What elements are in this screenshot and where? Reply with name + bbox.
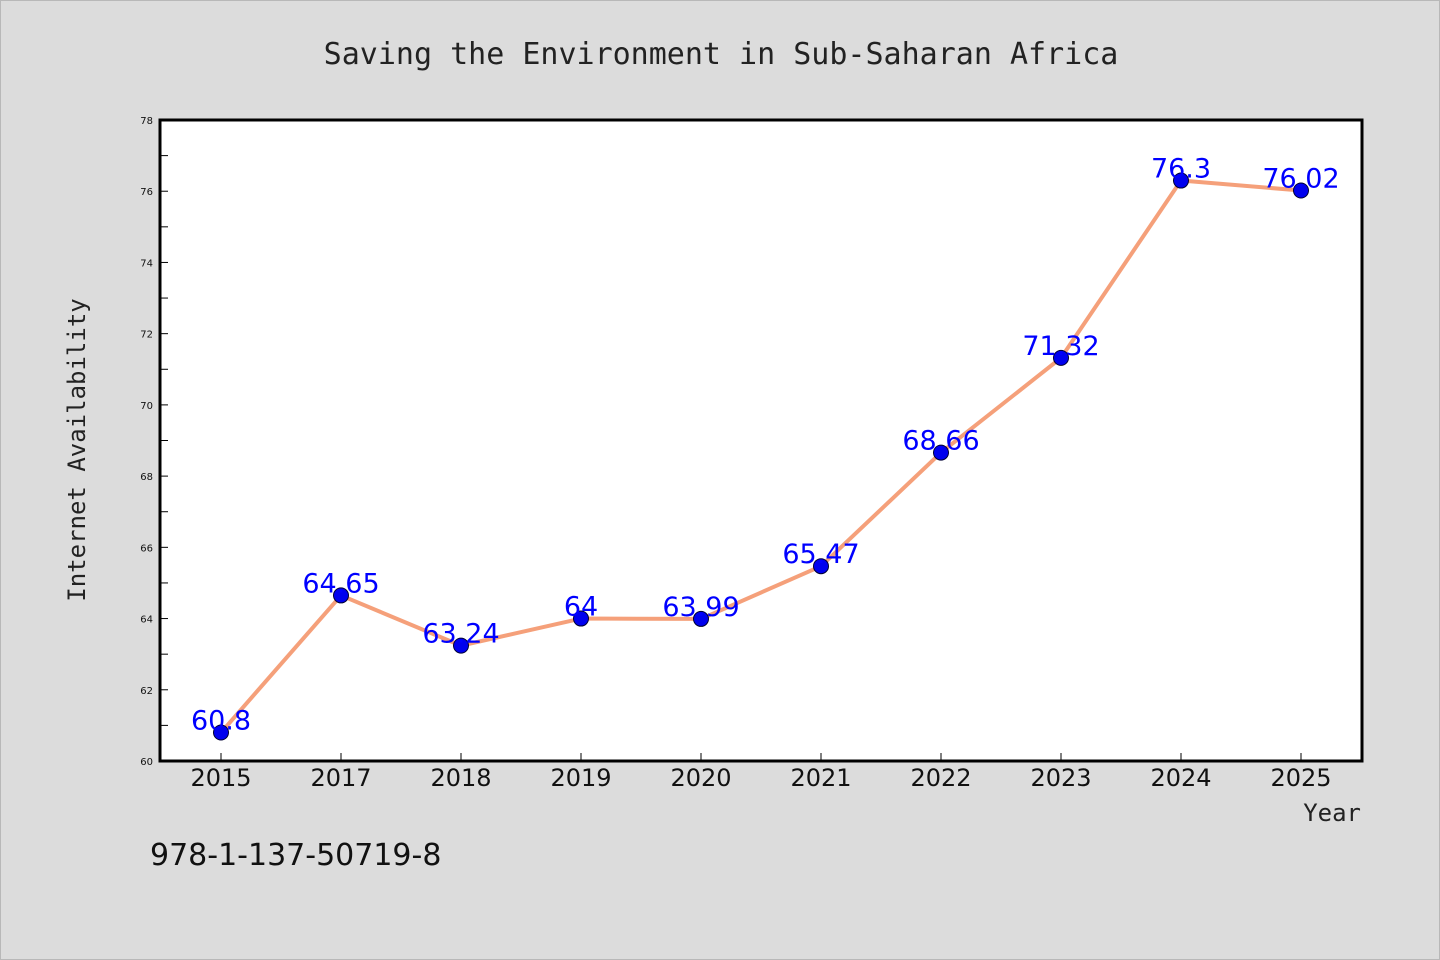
x-tick-label: 2023 (1030, 764, 1091, 792)
x-axis: 2015 2017 2018 2019 2020 2021 2022 2023 2024 2025 (190, 753, 1332, 792)
y-tick-label: 68 (140, 472, 153, 483)
data-label: 65.47 (782, 539, 859, 570)
data-label: 63.99 (662, 592, 739, 623)
data-point (573, 610, 589, 627)
plot-area (158, 118, 1364, 763)
y-tick-label: 66 (140, 543, 153, 554)
y-tick-label: 62 (140, 686, 153, 697)
x-tick-label: 2021 (790, 764, 851, 792)
data-point (813, 558, 829, 575)
data-point (933, 444, 949, 461)
data-point (1293, 182, 1309, 199)
y-tick-label: 78 (140, 116, 153, 127)
data-label: 64 (564, 592, 598, 623)
data-point (333, 587, 349, 604)
data-point (1053, 349, 1069, 366)
series-layer: 60.8 64.65 63.24 64 63.99 65.47 68.66 71.32 76.3… (191, 154, 1340, 741)
y-tick-label: 72 (140, 330, 153, 341)
data-label: 60.8 (191, 706, 251, 737)
x-tick-label: 2025 (1270, 764, 1331, 792)
y-tick-label: 60 (140, 757, 153, 768)
data-point (213, 724, 229, 741)
data-label: 71.32 (1022, 331, 1099, 362)
y-axis-label: Internet Availability (63, 298, 91, 601)
data-label: 76.02 (1262, 164, 1339, 195)
x-tick-label: 2018 (430, 764, 491, 792)
x-tick-label: 2024 (1150, 764, 1211, 792)
x-tick-label: 2017 (310, 764, 371, 792)
chart-title: Saving the Environment in Sub-Saharan Af… (324, 37, 1119, 72)
y-tick-label: 64 (140, 615, 153, 626)
data-label: 63.24 (422, 619, 499, 650)
y-axis: 60 62 64 66 68 70 72 74 76 78 (140, 116, 168, 768)
data-point (453, 637, 469, 654)
x-axis-label: Year (1303, 799, 1361, 827)
data-label: 68.66 (902, 426, 979, 457)
series-line (219, 178, 1302, 734)
data-label: 64.65 (302, 568, 379, 599)
x-tick-label: 2015 (190, 764, 251, 792)
y-tick-label: 70 (140, 401, 153, 412)
y-tick-label: 74 (140, 258, 153, 269)
y-tick-label: 76 (140, 187, 153, 198)
footer-code: 978-1-137-50719-8 (150, 838, 441, 873)
x-tick-label: 2019 (550, 764, 611, 792)
data-point (693, 610, 709, 627)
x-tick-label: 2020 (670, 764, 731, 792)
x-tick-label: 2022 (910, 764, 971, 792)
data-label: 76.3 (1151, 154, 1211, 185)
data-point (1173, 172, 1189, 189)
